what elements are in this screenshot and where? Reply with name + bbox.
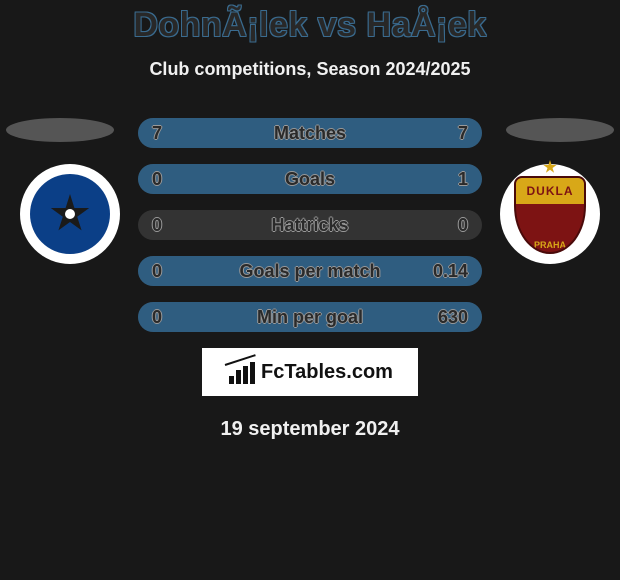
club-badge-right: DUKLA PRAHA (500, 164, 600, 264)
stat-row: 7Matches7 (138, 118, 482, 148)
stats-container: 7Matches70Goals10Hattricks00Goals per ma… (0, 118, 620, 332)
chart-icon (227, 360, 255, 384)
player-name-oval-left (6, 118, 114, 142)
club-badge-left (20, 164, 120, 264)
stat-right-value: 630 (438, 307, 468, 328)
stat-label: Min per goal (138, 307, 482, 328)
stat-label: Matches (138, 123, 482, 144)
stat-row: 0Min per goal630 (138, 302, 482, 332)
stat-label: Hattricks (138, 215, 482, 236)
star-icon (50, 194, 90, 234)
stat-right-value: 0.14 (433, 261, 468, 282)
dukla-badge: DUKLA PRAHA (500, 164, 600, 264)
stat-row: 0Hattricks0 (138, 210, 482, 240)
page-subtitle: Club competitions, Season 2024/2025 (0, 59, 620, 80)
dukla-bottom-text: PRAHA (516, 240, 584, 250)
sigma-badge (20, 164, 120, 264)
page-title: DohnÃ¡lek vs HaÅ¡ek (0, 0, 620, 45)
logo-text: FcTables.com (261, 361, 393, 384)
fctables-logo: FcTables.com (202, 348, 418, 396)
dukla-top-text: DUKLA (527, 184, 574, 198)
stat-label: Goals per match (138, 261, 482, 282)
stat-right-value: 7 (458, 123, 468, 144)
player-name-oval-right (506, 118, 614, 142)
stat-label: Goals (138, 169, 482, 190)
stat-right-value: 1 (458, 169, 468, 190)
stat-right-value: 0 (458, 215, 468, 236)
stat-row: 0Goals1 (138, 164, 482, 194)
stat-row: 0Goals per match0.14 (138, 256, 482, 286)
date-text: 19 september 2024 (0, 418, 620, 441)
